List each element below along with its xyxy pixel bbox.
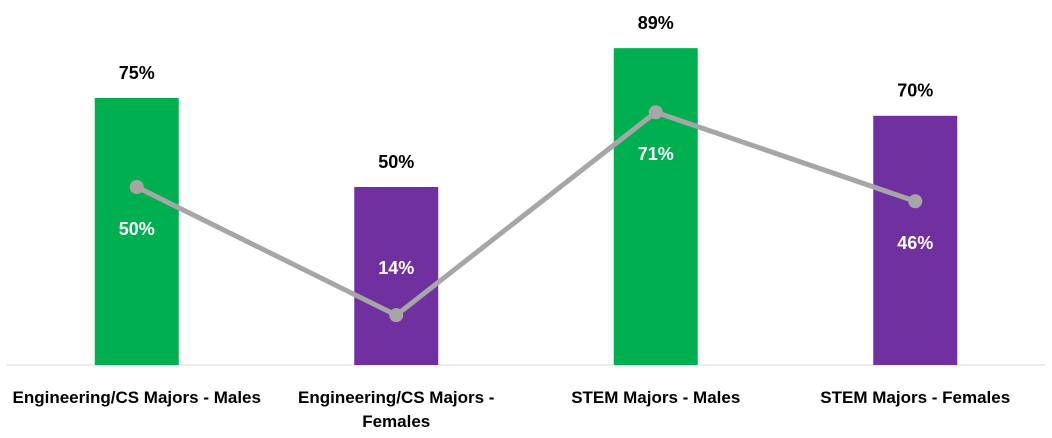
bar bbox=[94, 98, 179, 365]
x-tick-label: Engineering/CS Majors - Females bbox=[298, 388, 495, 431]
line-point bbox=[908, 194, 923, 209]
x-tick-label: Engineering/CS Majors - Males bbox=[12, 388, 261, 407]
bar bbox=[873, 115, 958, 365]
line-value-label: 46% bbox=[897, 233, 933, 253]
bar bbox=[613, 48, 698, 365]
bar-value-label: 89% bbox=[638, 13, 674, 33]
x-tick-label: STEM Majors - Females bbox=[820, 388, 1011, 407]
bar-value-label: 75% bbox=[119, 63, 155, 83]
bar bbox=[354, 187, 439, 365]
line-point bbox=[389, 308, 404, 323]
line-value-label: 14% bbox=[378, 258, 414, 278]
x-tick-label: STEM Majors - Males bbox=[571, 388, 741, 407]
line-point bbox=[648, 105, 663, 120]
line-point bbox=[129, 180, 144, 194]
bar-value-label: 70% bbox=[897, 81, 933, 101]
line bbox=[135, 109, 917, 318]
line-value-label: 71% bbox=[638, 144, 674, 164]
bar-value-label: 50% bbox=[378, 152, 414, 172]
line-value-label: 50% bbox=[119, 219, 155, 239]
